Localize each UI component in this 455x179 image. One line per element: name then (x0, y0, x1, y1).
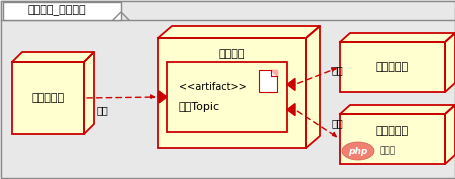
Polygon shape (84, 52, 94, 134)
Text: 配送子系统: 配送子系统 (375, 126, 408, 136)
Bar (258, 70, 276, 92)
Polygon shape (270, 70, 276, 76)
Polygon shape (339, 33, 454, 42)
Text: 订阅: 订阅 (330, 119, 342, 129)
Ellipse shape (341, 142, 373, 160)
Polygon shape (444, 33, 454, 92)
Text: php: php (348, 146, 367, 156)
Text: 电商案例_消息队列: 电商案例_消息队列 (28, 6, 86, 16)
Bar (167, 62, 286, 132)
Bar (3, 2, 121, 20)
Polygon shape (157, 26, 319, 38)
Polygon shape (286, 78, 294, 90)
Text: <<artifact>>: <<artifact>> (179, 82, 246, 92)
Polygon shape (339, 105, 454, 114)
Bar (339, 114, 444, 164)
Bar (157, 38, 305, 148)
Text: 订阅: 订阅 (330, 65, 342, 75)
Bar (12, 62, 84, 134)
Text: 中文网: 中文网 (379, 146, 395, 156)
Text: 库存子系统: 库存子系统 (375, 62, 408, 72)
Text: 订单Topic: 订单Topic (179, 102, 220, 112)
Text: 消息队列: 消息队列 (218, 49, 245, 59)
Bar (339, 42, 444, 92)
Polygon shape (12, 52, 94, 62)
Polygon shape (444, 105, 454, 164)
Polygon shape (286, 104, 294, 116)
Text: 购物子系统: 购物子系统 (31, 93, 65, 103)
Polygon shape (159, 91, 167, 103)
Text: 写入: 写入 (96, 105, 108, 115)
Polygon shape (305, 26, 319, 148)
